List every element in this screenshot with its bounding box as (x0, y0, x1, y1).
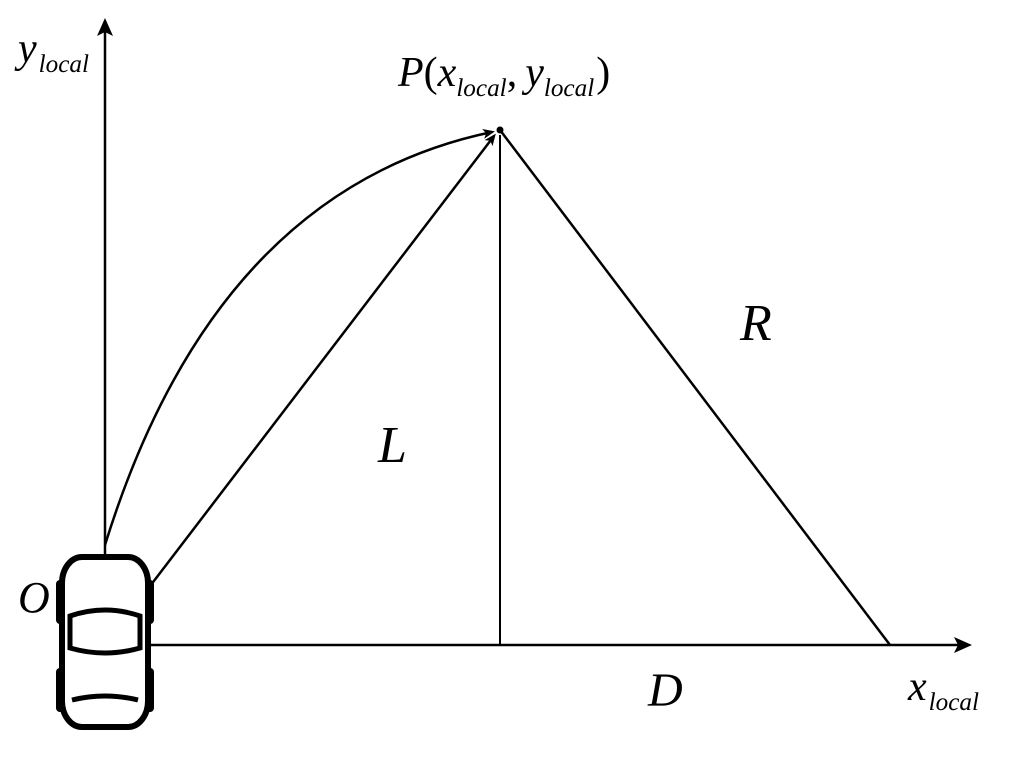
label-D: D (647, 664, 683, 717)
line-OP (105, 136, 494, 645)
label-P: P(xlocal,ylocal) (397, 50, 610, 102)
label-R: R (739, 295, 772, 352)
point-P (497, 127, 504, 134)
label-P-xsub: local (456, 75, 506, 102)
pursuit-curve (105, 132, 492, 545)
car-icon (56, 557, 154, 727)
label-L: L (377, 417, 407, 474)
x-axis-label: xlocal (907, 664, 979, 716)
label-O: O (18, 573, 50, 622)
label-P-ysub: local (544, 75, 594, 102)
label-P-yvar: y (521, 50, 544, 96)
y-axis-var: y (14, 26, 37, 72)
diagram-root: ylocal xlocal O P(xlocal,ylocal) L R D (0, 0, 1010, 759)
y-axis-label: ylocal (14, 26, 89, 78)
label-P-var: P (397, 50, 424, 96)
label-P-comma: , (507, 50, 518, 96)
x-axis-var: x (907, 664, 927, 710)
x-axis-sub: local (929, 689, 979, 716)
line-DP (500, 130, 890, 645)
label-P-xvar: x (437, 50, 457, 96)
y-axis-sub: local (39, 51, 89, 78)
label-P-close: ) (596, 50, 610, 96)
label-P-open: ( (424, 50, 438, 96)
